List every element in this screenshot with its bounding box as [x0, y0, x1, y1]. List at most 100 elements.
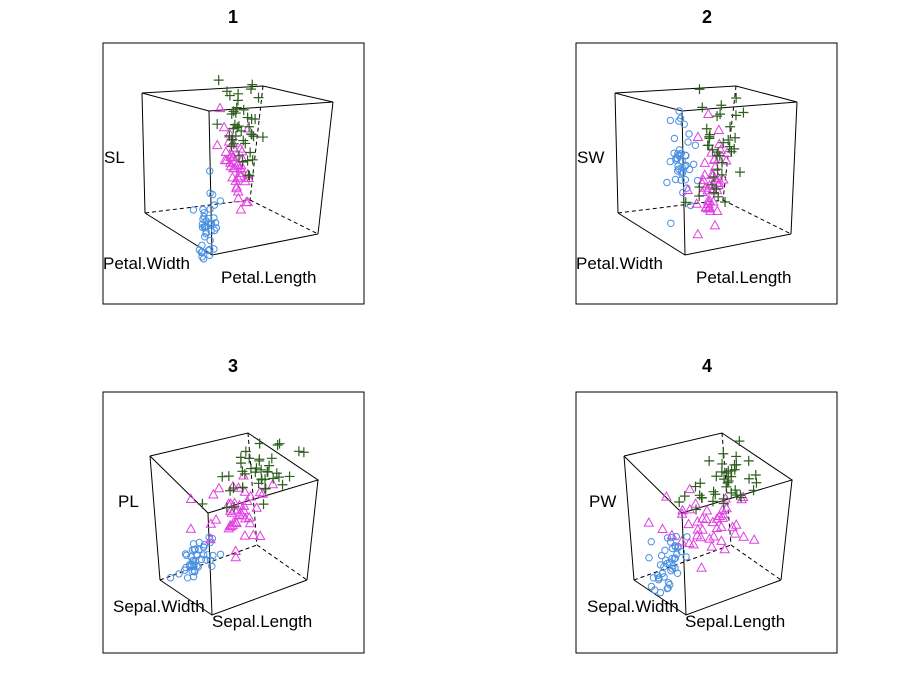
- data-point-circle: [671, 175, 680, 184]
- panel-1: 1 SL Petal.Width Petal.Length: [102, 7, 365, 305]
- data-point-circle: [690, 160, 698, 169]
- data-point-triangle: [700, 513, 712, 524]
- data-point-circle: [679, 188, 687, 197]
- panel-title: 1: [228, 7, 238, 27]
- data-point-triangle: [214, 102, 226, 113]
- data-point-plus: [704, 455, 715, 466]
- data-point-triangle: [697, 524, 708, 534]
- data-point-circle: [206, 205, 214, 213]
- panel-frame: [575, 42, 838, 305]
- data-point-circle: [183, 574, 192, 582]
- data-point-plus: [715, 109, 726, 120]
- data-point-triangle: [225, 505, 236, 515]
- data-point-circle: [672, 532, 680, 541]
- data-point-circle: [207, 227, 215, 235]
- data-point-plus: [226, 141, 237, 152]
- vertical-axis-label: SL: [104, 148, 125, 167]
- data-point-plus: [729, 143, 740, 154]
- data-point-plus: [718, 493, 729, 504]
- data-point-plus: [708, 486, 719, 497]
- data-point-triangle: [235, 170, 247, 181]
- data-point-triangle: [707, 169, 719, 180]
- data-point-circle: [691, 141, 700, 150]
- data-point-circle: [208, 534, 217, 543]
- data-point-circle: [666, 581, 674, 589]
- data-point-triangle: [692, 131, 704, 141]
- data-point-triangle: [232, 192, 244, 203]
- data-point-plus: [734, 436, 745, 447]
- panel-title: 3: [228, 356, 238, 376]
- data-point-triangle: [677, 504, 688, 515]
- cube-box: [614, 85, 798, 256]
- data-point-circle: [206, 236, 214, 245]
- panel-2: 2 SW Petal.Width Petal.Length: [575, 7, 838, 305]
- data-point-triangle: [707, 516, 719, 527]
- data-point-plus: [696, 492, 707, 503]
- data-point-circle: [203, 551, 212, 559]
- data-point-circle: [210, 245, 218, 253]
- data-point-plus: [256, 464, 267, 475]
- data-point-triangle: [225, 160, 237, 171]
- horizontal-axis-label: Sepal.Length: [212, 612, 312, 631]
- data-point-plus: [750, 469, 761, 480]
- data-point-triangle: [224, 157, 236, 167]
- data-point-circle: [195, 538, 204, 547]
- data-point-triangle: [716, 535, 727, 545]
- data-point-circle: [216, 197, 225, 205]
- data-point-triangle: [711, 522, 723, 533]
- data-point-triangle: [682, 184, 693, 194]
- data-point-circle: [685, 165, 694, 174]
- data-point-plus: [238, 104, 249, 115]
- data-points: [166, 438, 309, 582]
- data-point-triangle: [224, 519, 236, 530]
- data-point-plus: [226, 109, 237, 120]
- data-point-circle: [188, 557, 197, 565]
- data-point-circle: [666, 116, 675, 125]
- data-point-triangle: [719, 543, 731, 554]
- data-point-plus: [217, 471, 228, 482]
- data-point-triangle: [709, 219, 721, 230]
- data-point-triangle: [231, 517, 242, 528]
- data-point-circle: [658, 569, 667, 578]
- data-point-triangle: [218, 121, 230, 132]
- data-point-triangle: [666, 529, 678, 540]
- data-point-triangle: [698, 174, 709, 185]
- data-point-plus: [233, 150, 244, 161]
- data-point-triangle: [718, 173, 729, 184]
- data-point-plus: [694, 191, 705, 202]
- data-point-circle: [206, 251, 214, 260]
- data-point-circle: [189, 206, 198, 214]
- data-point-triangle: [210, 514, 222, 524]
- data-point-triangle: [707, 184, 718, 195]
- data-point-plus: [243, 170, 254, 181]
- data-point-triangle: [205, 533, 216, 544]
- data-point-plus: [716, 466, 727, 477]
- data-point-triangle: [708, 530, 720, 541]
- data-point-plus: [711, 471, 722, 482]
- data-point-plus: [726, 146, 737, 157]
- data-point-circle: [210, 201, 219, 209]
- data-point-triangle: [717, 512, 729, 522]
- data-point-plus: [254, 438, 265, 449]
- data-point-plus: [744, 473, 755, 484]
- data-point-plus: [723, 135, 734, 146]
- data-point-circle: [198, 248, 206, 256]
- data-point-triangle: [247, 529, 259, 540]
- data-point-plus: [718, 137, 729, 148]
- horizontal-axis-label: Sepal.Length: [685, 612, 785, 631]
- data-point-triangle: [232, 172, 244, 183]
- data-point-triangle: [205, 518, 217, 528]
- data-point-plus: [229, 502, 240, 513]
- data-point-circle: [200, 212, 208, 221]
- data-point-triangle: [238, 469, 249, 480]
- data-point-plus: [748, 485, 759, 496]
- data-point-circle: [661, 546, 669, 554]
- data-point-plus: [718, 448, 729, 459]
- data-point-plus: [244, 121, 255, 132]
- data-point-plus: [260, 483, 271, 494]
- data-point-plus: [245, 147, 256, 158]
- data-point-plus: [730, 110, 741, 121]
- data-points: [643, 436, 762, 597]
- data-point-circle: [677, 167, 686, 175]
- data-point-plus: [260, 474, 271, 485]
